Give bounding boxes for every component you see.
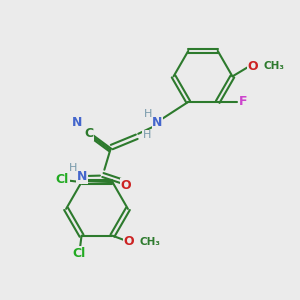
Text: O: O: [123, 235, 134, 248]
Text: N: N: [152, 116, 163, 128]
Text: O: O: [247, 60, 258, 73]
Text: Cl: Cl: [72, 247, 85, 260]
Text: C: C: [85, 127, 94, 140]
Text: H: H: [69, 163, 78, 173]
Text: O: O: [121, 179, 131, 192]
Text: F: F: [238, 95, 247, 108]
Text: N: N: [72, 116, 83, 129]
Text: CH₃: CH₃: [140, 237, 160, 247]
Text: H: H: [144, 109, 153, 119]
Text: Cl: Cl: [56, 173, 69, 186]
Text: CH₃: CH₃: [263, 61, 284, 71]
Text: N: N: [77, 170, 88, 183]
Text: H: H: [143, 130, 151, 140]
